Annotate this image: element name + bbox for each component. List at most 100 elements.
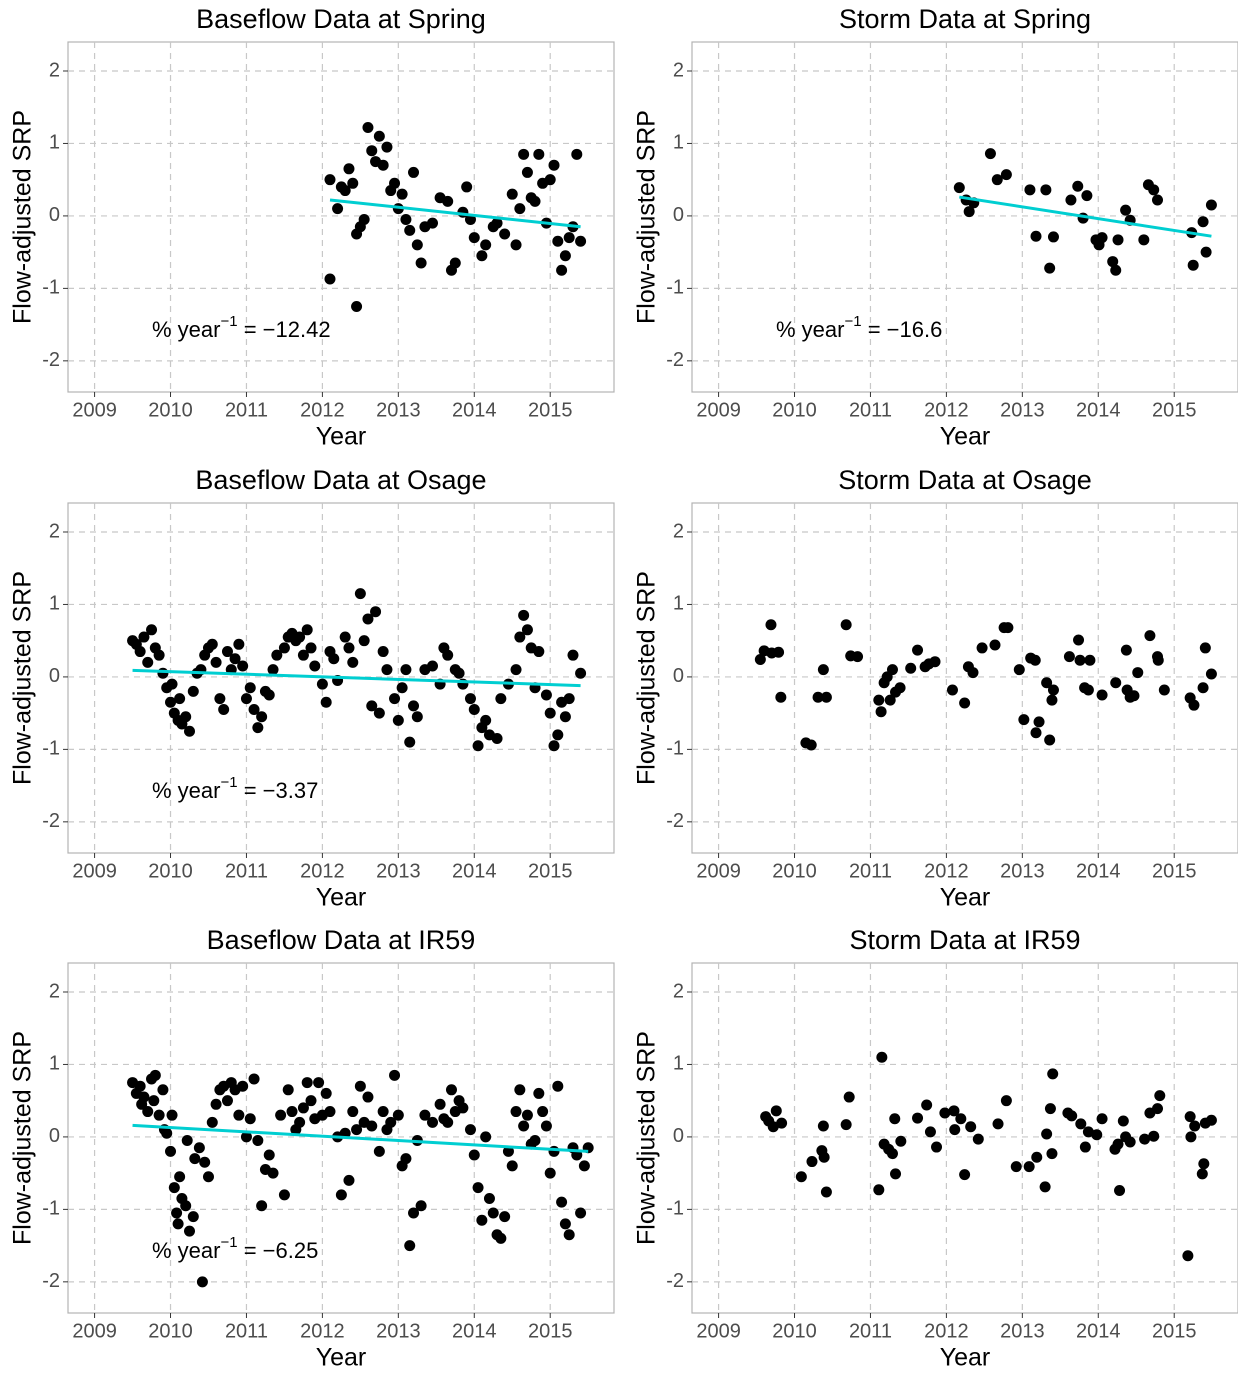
point [256,1200,268,1212]
y-tick-label: 2 [49,980,60,1002]
x-tick-label: 2012 [924,860,969,882]
point [955,1113,967,1125]
y-tick-label: -2 [666,349,684,371]
point [472,1182,484,1194]
point [948,1105,960,1117]
point [214,693,226,705]
point [1120,204,1132,216]
point [521,166,533,178]
point [518,609,530,621]
point [252,722,264,734]
point [1002,622,1014,634]
x-tick-label: 2014 [1076,860,1121,882]
point [1082,684,1094,696]
point [472,740,484,752]
trend-line [132,1123,589,1153]
point [1139,1133,1151,1145]
point [575,1207,587,1219]
point [510,1106,522,1118]
y-tick-label: 0 [673,204,684,226]
point [559,1218,571,1230]
point [202,1171,214,1183]
point [267,1167,279,1179]
point [1010,1161,1022,1173]
x-tick-label: 2012 [300,1320,345,1342]
point [817,1120,829,1132]
point [256,711,268,723]
y-tick-label: 1 [673,132,684,154]
point [1047,684,1059,696]
point [184,1225,196,1237]
point [445,1084,457,1096]
point [1187,259,1199,271]
point [567,649,579,661]
x-tick-label: 2010 [772,399,817,421]
point [248,1073,260,1085]
point [174,693,186,705]
point [1044,1103,1056,1115]
chart-title: Baseflow Data at IR59 [207,925,476,955]
x-tick-label: 2014 [452,399,497,421]
x-tick-label: 2009 [72,860,117,882]
point [1044,734,1056,746]
point [491,733,503,745]
point [1154,1090,1166,1102]
point [840,1119,852,1131]
trend-line [959,195,1212,238]
x-tick-label: 2014 [452,1320,497,1342]
point [518,1120,530,1132]
point [324,273,336,285]
point [324,174,336,186]
x-tick-label: 2009 [696,1320,741,1342]
point [552,1080,564,1092]
point [1033,716,1045,728]
point [354,588,366,600]
annotation-value: = −16.6 [862,317,943,342]
point [187,1211,199,1223]
y-tick-label: -2 [42,349,60,371]
panel: 2009 2010 2011 2012 2013 2014 2015 -2 -1 0 1 2 Basef… [9,4,615,451]
x-tick-label: 2011 [849,860,892,882]
point [1096,689,1108,701]
point [313,1077,325,1089]
point [434,1098,446,1110]
point [335,1189,347,1201]
x-tick-label: 2015 [528,1320,573,1342]
point [510,664,522,676]
x-tick-label: 2014 [1076,1320,1121,1342]
point [480,239,492,251]
point [461,181,473,193]
x-tick-label: 2011 [225,399,268,421]
point [912,1112,924,1124]
point [305,1095,317,1107]
point [404,736,416,748]
point [392,1109,404,1121]
plot-frame [691,41,1238,393]
point [1185,1131,1197,1143]
point [1047,231,1059,243]
point [134,646,146,658]
point [767,1121,779,1133]
point [965,1121,977,1133]
annotation: % year−1 = −16.6 [776,313,942,342]
point [1000,1095,1012,1107]
point [989,639,1001,651]
point [373,707,385,719]
point [1120,644,1132,656]
point [518,148,530,160]
point [134,1080,146,1092]
point [468,1149,480,1161]
point [544,707,556,719]
annotation-exponent: −1 [220,774,237,791]
point [373,130,385,142]
point [404,224,416,236]
point [552,729,564,741]
annotation-value: = −6.25 [238,1238,319,1263]
point [1040,184,1052,196]
point [142,656,154,668]
point [244,682,256,694]
point [411,711,423,723]
point [775,691,787,703]
chart-title: Baseflow Data at Spring [196,4,486,34]
